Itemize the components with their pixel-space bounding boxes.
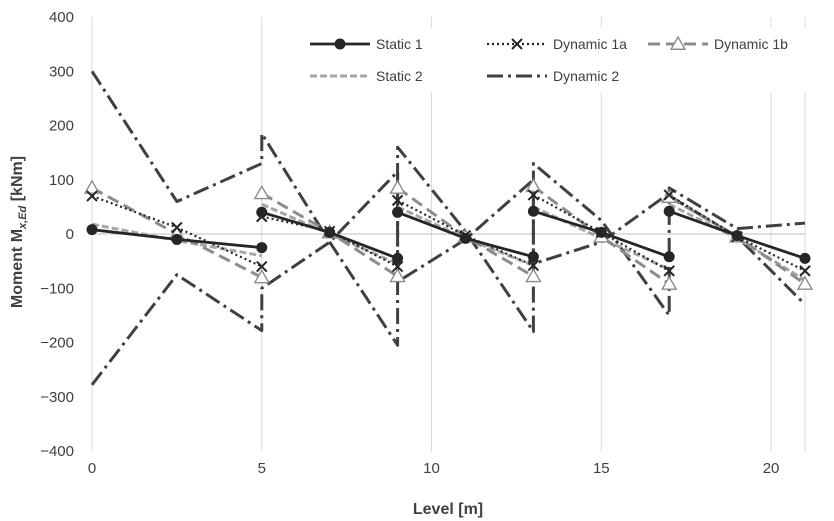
data-point-x	[171, 221, 183, 234]
data-point-dot	[256, 242, 268, 254]
series-layer	[83, 70, 814, 386]
series-line	[532, 185, 671, 286]
data-point-dot	[86, 224, 98, 236]
data-point-x	[799, 265, 811, 277]
data-point-dot	[663, 205, 675, 217]
data-point-triangle	[525, 177, 542, 193]
data-point-x	[527, 189, 540, 201]
y-tick-label: 100	[49, 172, 74, 189]
y-axis-title-main: Moment M	[9, 229, 26, 308]
data-point-dot	[171, 233, 183, 245]
legend: Static 1 Dynamic 1a Dynamic 1b Static 2 Dyna…	[298, 27, 808, 93]
data-point-dot	[392, 252, 404, 264]
y-tick-label: 300	[49, 63, 74, 80]
data-point-triangle	[83, 179, 101, 194]
legend-item: Dynamic 1a	[487, 36, 627, 52]
y-axis-title: Moment Mx,Ed [kNm]	[9, 156, 29, 308]
data-point-triangle	[796, 275, 814, 290]
data-point-triangle	[389, 267, 406, 283]
data-point-dot	[527, 205, 539, 217]
data-point-dot	[256, 206, 268, 218]
y-tick-label: 200	[49, 118, 74, 135]
series-line	[668, 193, 806, 272]
data-point-dot	[459, 232, 471, 244]
y-tick-label: −200	[40, 335, 74, 352]
data-point-triangle	[253, 268, 270, 284]
x-tick-label: 20	[763, 460, 780, 477]
series-static-1	[86, 205, 811, 264]
legend-label: Dynamic 2	[553, 68, 619, 84]
y-tick-label: −100	[40, 280, 74, 297]
x-tick-label: 10	[423, 460, 440, 477]
y-axis-title-unit: [kNm]	[9, 156, 26, 206]
legend-item: Static 2	[310, 68, 423, 84]
data-point-triangle	[669, 35, 687, 50]
data-point-dot	[527, 251, 539, 263]
x-tick-label: 5	[258, 460, 266, 477]
series-line	[532, 193, 670, 272]
y-tick-label: −400	[40, 443, 74, 460]
series-line	[90, 70, 806, 347]
legend-background	[298, 27, 808, 93]
series-line	[261, 215, 399, 268]
x-tick-label: 15	[593, 460, 610, 477]
legend-item: Dynamic 2	[487, 68, 619, 84]
data-point-x	[86, 190, 98, 202]
data-point-x	[391, 194, 404, 207]
data-point-dot	[595, 226, 607, 238]
legend-item: Static 1	[310, 36, 423, 52]
data-point-x	[527, 259, 540, 272]
data-point-x	[511, 38, 523, 50]
data-point-triangle	[525, 267, 542, 283]
data-point-dot	[731, 230, 743, 242]
data-point-dot	[799, 252, 811, 264]
data-point-dot	[392, 206, 404, 218]
data-point-dot	[334, 38, 346, 50]
legend-label: Static 2	[376, 68, 423, 84]
data-point-x	[663, 189, 675, 201]
legend-label: Dynamic 1a	[553, 36, 627, 52]
data-point-x	[663, 265, 675, 277]
data-point-triangle	[389, 179, 406, 194]
data-point-x	[391, 260, 404, 273]
y-tick-label: −300	[40, 389, 74, 406]
tick-labels: −400 −300 −200 −100 0 100 200 300 400 0 5 10 15 20	[40, 9, 779, 477]
series-dynamic-2	[90, 70, 807, 386]
legend-item: Dynamic 1b	[648, 35, 788, 52]
y-tick-label: 400	[49, 9, 74, 26]
y-axis-title-sub: x,Ed	[17, 205, 29, 230]
data-point-triangle	[253, 184, 270, 200]
data-point-triangle	[660, 275, 678, 290]
data-point-dot	[324, 226, 336, 238]
x-axis-title: Level [m]	[413, 501, 483, 518]
legend-label: Static 1	[376, 36, 423, 52]
x-tick-label: 0	[88, 460, 96, 477]
legend-label: Dynamic 1b	[714, 36, 788, 52]
data-point-x	[256, 260, 268, 273]
data-point-dot	[663, 251, 675, 263]
y-tick-label: 0	[66, 226, 74, 243]
